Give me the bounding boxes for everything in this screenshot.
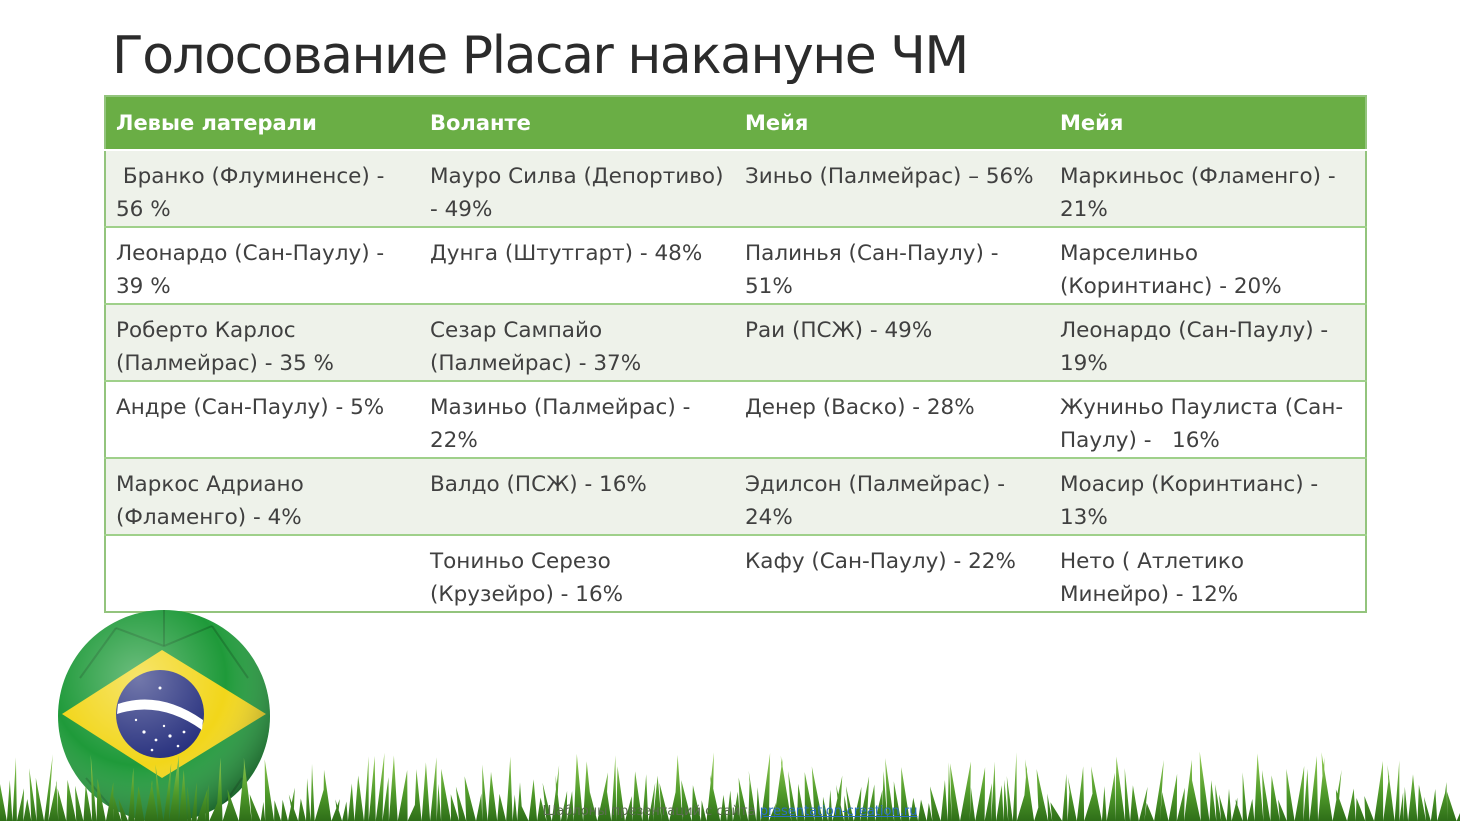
grass-icon — [0, 751, 1460, 821]
table-cell: Денер (Васко) - 28% — [735, 380, 1050, 458]
table-cell: Эдилсон (Палмейрас) - 24% — [735, 457, 1050, 535]
table-cell — [105, 534, 420, 612]
table-cell: Леонардо (Сан-Паулу) - 39 % — [105, 226, 420, 304]
table-cell: Маркос Адриано (Фламенго) - 4% — [105, 457, 420, 535]
vote-table: Левые латерали Воланте Мейя Мейя Бранко … — [104, 95, 1367, 613]
table-cell: Леонардо (Сан-Паулу) - 19% — [1050, 303, 1366, 381]
table-cell: Палинья (Сан-Паулу) - 51% — [735, 226, 1050, 304]
table-row: Бранко (Флуминенсе) - 56 % Мауро Силва (… — [105, 149, 1366, 227]
table-cell: Андре (Сан-Паулу) - 5% — [105, 380, 420, 458]
table-cell: Кафу (Сан-Паулу) - 22% — [735, 534, 1050, 612]
header-meia-1: Мейя — [735, 96, 1050, 151]
table-cell: Маркиньос (Фламенго) - 21% — [1050, 149, 1366, 227]
table-cell: Жуниньо Паулиста (Сан-Паулу) - 16% — [1050, 380, 1366, 458]
table-cell: Валдо (ПСЖ) - 16% — [420, 457, 735, 535]
header-meia-2: Мейя — [1050, 96, 1366, 151]
slide-title: Голосование Placar накануне ЧМ — [112, 26, 969, 86]
table-header-row: Левые латерали Воланте Мейя Мейя — [105, 96, 1366, 151]
table-cell: Раи (ПСЖ) - 49% — [735, 303, 1050, 381]
table-row: Роберто Карлос (Палмейрас) - 35 % Сезар … — [105, 303, 1366, 381]
table-cell: Тониньо Серезо (Крузейро) - 16% — [420, 534, 735, 612]
table-row: Андре (Сан-Паулу) - 5% Мазиньо (Палмейра… — [105, 380, 1366, 458]
table-cell: Дунга (Штутгарт) - 48% — [420, 226, 735, 304]
table-row: Тониньо Серезо (Крузейро) - 16% Кафу (Са… — [105, 534, 1366, 612]
footer-link[interactable]: presentation-creation.ru — [759, 804, 918, 819]
table-cell: Бранко (Флуминенсе) - 56 % — [105, 149, 420, 227]
table-cell: Мазиньо (Палмейрас) - 22% — [420, 380, 735, 458]
table-cell: Нето ( Атлетико Минейро) - 12% — [1050, 534, 1366, 612]
table-cell: Зиньо (Палмейрас) – 56% — [735, 149, 1050, 227]
header-volante: Воланте — [420, 96, 735, 151]
table-cell: Сезар Сампайо (Палмейрас) - 37% — [420, 303, 735, 381]
table-cell: Роберто Карлос (Палмейрас) - 35 % — [105, 303, 420, 381]
table-cell: Мауро Силва (Депортиво) - 49% — [420, 149, 735, 227]
brazil-flag-ball-icon — [58, 610, 270, 821]
footer-note: Шаблоны презентаций с сайта presentation… — [0, 804, 1460, 819]
footer-text: Шаблоны презентаций с сайта — [542, 804, 756, 819]
table-row: Леонардо (Сан-Паулу) - 39 % Дунга (Штутг… — [105, 226, 1366, 304]
table-cell: Моасир (Коринтианс) - 13% — [1050, 457, 1366, 535]
table-cell: Марселиньо (Коринтианс) - 20% — [1050, 226, 1366, 304]
table-row: Маркос Адриано (Фламенго) - 4% Валдо (ПС… — [105, 457, 1366, 535]
header-left-laterals: Левые латерали — [105, 96, 420, 151]
